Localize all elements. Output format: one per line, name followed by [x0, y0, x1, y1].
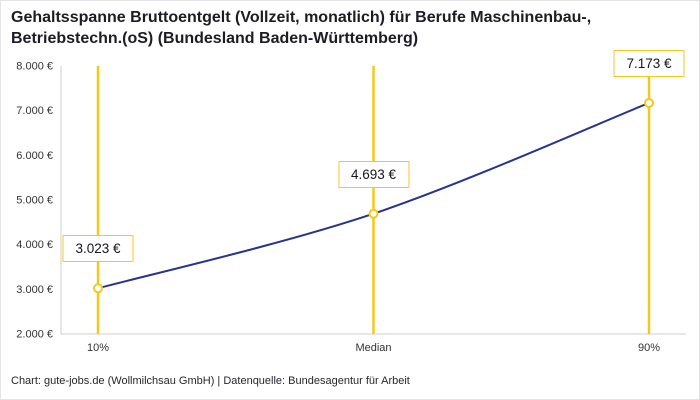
value-label: 7.173 € — [613, 49, 685, 77]
chart-canvas: 2.000 € 3.000 € 4.000 € 5.000 € 6.000 € 7.000… — [16, 61, 686, 354]
y-axis-tick-label: 6.000 € — [16, 150, 53, 162]
x-axis-tick-label: 10% — [87, 342, 109, 354]
y-axis-tick-label: 4.000 € — [16, 239, 53, 251]
data-point-marker — [368, 208, 379, 219]
y-axis-tick-label: 5.000 € — [16, 195, 53, 207]
y-axis-tick-label: 3.000 € — [16, 284, 53, 296]
value-label: 4.693 € — [337, 160, 410, 188]
y-axis-tick-label: 2.000 € — [16, 329, 53, 341]
y-axis-tick-label: 7.000 € — [16, 105, 53, 117]
x-axis-tick-label: Median — [355, 342, 391, 354]
chart-credit: Chart: gute-jobs.de (Wollmilchsau GmbH) … — [11, 375, 410, 387]
data-point-marker — [93, 283, 103, 294]
y-axis-tick-label: 8.000 € — [16, 61, 53, 73]
data-point-marker — [644, 97, 654, 108]
value-label: 3.023 € — [62, 235, 134, 263]
chart-title: Gehaltsspanne Bruttoentgelt (Vollzeit, m… — [11, 9, 592, 48]
x-axis-tick-label: 90% — [638, 342, 660, 354]
